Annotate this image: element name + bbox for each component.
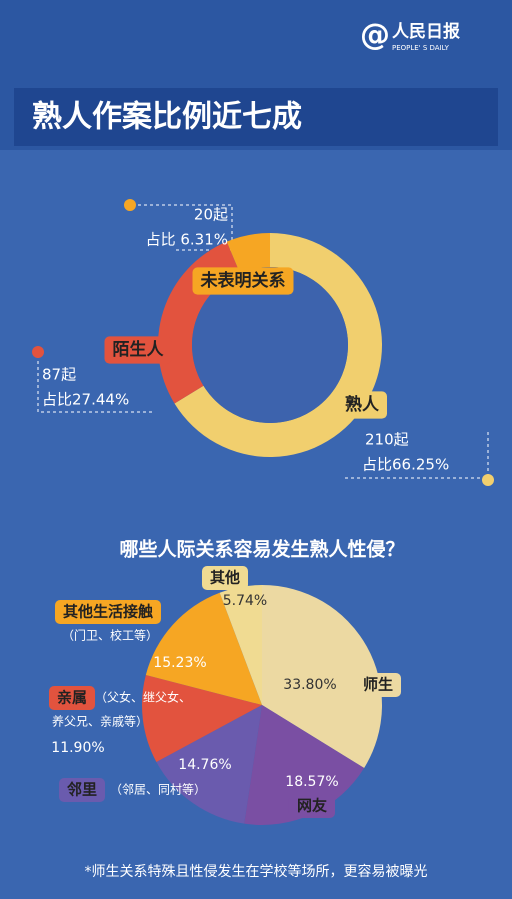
label-pill	[58, 778, 106, 802]
category-note: （邻居、同村等）	[110, 783, 206, 797]
category-label: 网友	[288, 794, 336, 818]
logo-en: PEOPLE' S DAILY	[392, 44, 450, 52]
value-label: 87起	[42, 366, 76, 384]
value-label: 5.74%	[223, 593, 267, 609]
label-pill	[48, 686, 96, 710]
label-pill	[288, 794, 336, 818]
label-pill	[337, 391, 387, 419]
share-label: 占比66.25%	[362, 456, 449, 474]
category-label: 其他生活接触	[54, 600, 162, 624]
category-label: 陌生人	[104, 336, 172, 364]
category-name: 师生	[363, 676, 393, 694]
donut-hole	[192, 267, 348, 423]
logo-symbol: @	[360, 18, 390, 53]
slice	[142, 674, 262, 762]
slice	[226, 233, 270, 274]
slice	[244, 705, 365, 825]
category-note: （门卫、校工等）	[62, 628, 158, 643]
category-label: 未表明关系	[192, 267, 294, 295]
value-label: 15.23%	[153, 655, 206, 671]
slice	[174, 233, 382, 457]
category-label: 熟人	[337, 391, 387, 419]
title-band	[14, 88, 498, 146]
pie-title: 哪些人际关系容易发生熟人性侵？	[119, 538, 404, 561]
category-label: 其他	[201, 566, 249, 590]
value-label: 210起	[365, 431, 409, 449]
slice	[219, 585, 262, 705]
category-name: 邻里	[66, 781, 97, 799]
share-label: 占比 6.31%	[146, 231, 228, 249]
slice	[262, 585, 382, 769]
guides	[37, 204, 489, 479]
value-label: 33.80%	[283, 677, 336, 693]
label-pill	[354, 673, 402, 697]
category-label: 亲属	[48, 686, 96, 710]
category-name: 陌生人	[113, 339, 165, 360]
logo-name: 人民日报	[392, 21, 460, 42]
title: 熟人作案比例近七成	[32, 100, 302, 135]
category-name: 网友	[297, 797, 327, 815]
category-name: 亲属	[57, 689, 87, 707]
category-name: 熟人	[345, 394, 380, 415]
value-label: 20起	[194, 206, 228, 224]
category-label: 师生	[354, 673, 402, 697]
value-label: 11.90%	[51, 740, 104, 756]
label-pill	[54, 600, 162, 624]
dots	[32, 199, 494, 486]
category-name: 其他	[210, 569, 240, 587]
category-name: 未表明关系	[200, 270, 286, 291]
footnote: *师生关系特殊且性侵发生在学校等场所，更容易被曝光	[85, 863, 428, 880]
value-label: 14.76%	[178, 757, 231, 773]
category-label: 邻里	[58, 778, 106, 802]
category-name: 其他生活接触	[63, 603, 153, 621]
label-pill	[201, 566, 249, 590]
slice	[156, 705, 262, 824]
value-label: 18.57%	[285, 774, 338, 790]
share-label: 占比27.44%	[42, 391, 129, 409]
label-pill	[192, 267, 294, 295]
slice	[145, 592, 262, 705]
category-note: 养父兄、亲戚等）	[52, 714, 148, 729]
label-pill	[104, 336, 172, 364]
category-note: （父女、继父女、	[95, 690, 191, 705]
